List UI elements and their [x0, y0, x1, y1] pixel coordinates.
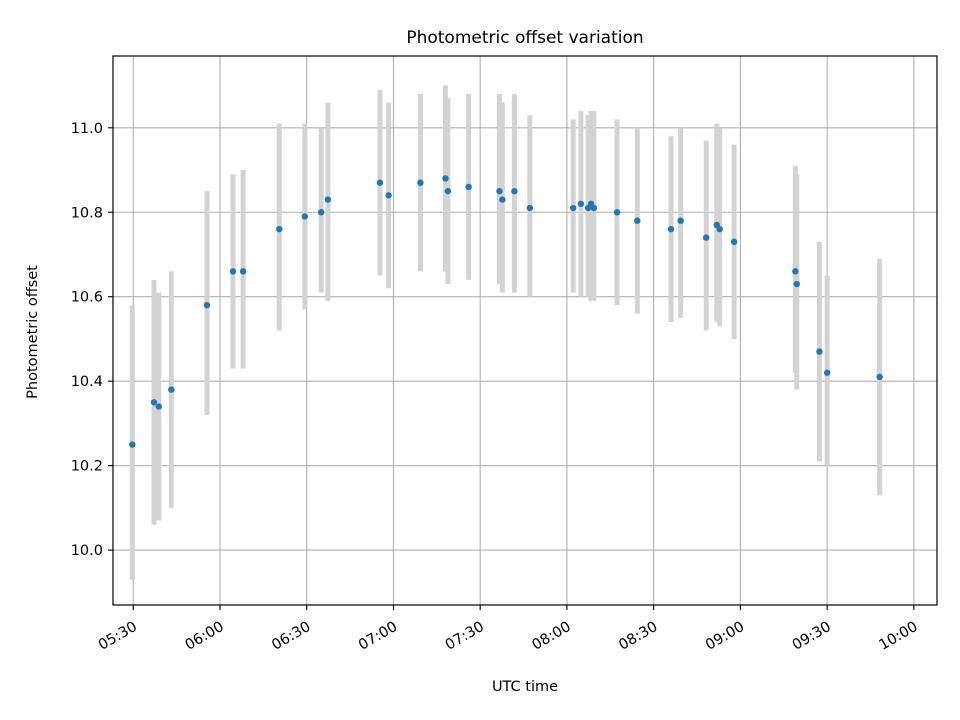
data-point	[301, 213, 308, 220]
data-point	[239, 268, 247, 275]
data-point	[499, 196, 506, 203]
grid-lines	[113, 56, 937, 605]
data-point	[613, 209, 621, 216]
data-point	[511, 187, 518, 195]
x-tick-label: 07:00	[356, 619, 400, 654]
x-axis-label: UTC time	[492, 679, 558, 695]
y-tick-label: 10.8	[71, 205, 103, 221]
x-tick-label: 05:30	[96, 619, 140, 654]
data-point	[667, 225, 675, 233]
data-point	[526, 204, 534, 212]
plot-frame	[112, 55, 938, 606]
y-axis-label: Photometric offset	[25, 265, 41, 399]
data-point	[677, 217, 684, 224]
data-point	[385, 192, 392, 199]
x-tick-label: 09:30	[790, 619, 834, 654]
data-point	[634, 217, 641, 224]
x-tick-label: 08:30	[616, 619, 660, 654]
data-point	[229, 268, 237, 275]
data-point	[276, 225, 283, 233]
data-point	[716, 225, 723, 233]
data-point	[317, 209, 325, 216]
data-point	[129, 441, 136, 448]
y-tick-label: 10.2	[71, 459, 103, 475]
data-point	[876, 373, 883, 381]
x-tick-label: 07:30	[443, 619, 487, 654]
data-point	[417, 179, 424, 186]
data-point	[793, 280, 800, 288]
data-point	[816, 348, 823, 355]
data-point	[569, 204, 577, 212]
chart-title: Photometric offset variation	[406, 28, 643, 48]
x-tick-label: 06:00	[183, 619, 227, 654]
data-point	[150, 399, 158, 406]
y-tick-label: 10.4	[71, 374, 103, 390]
x-tick-label: 08:00	[530, 619, 574, 654]
data-point	[444, 187, 452, 195]
error-bars	[129, 85, 883, 580]
x-tick-label: 06:30	[269, 619, 313, 654]
data-point	[155, 403, 162, 410]
data-point	[823, 369, 831, 376]
y-tick-label: 11.0	[71, 121, 103, 137]
data-point	[442, 175, 449, 182]
data-point	[702, 234, 710, 241]
data-point	[792, 268, 799, 275]
data-point	[376, 179, 384, 186]
data-point	[730, 238, 738, 246]
y-tick-label: 10.0	[71, 543, 103, 559]
y-tick-label: 10.6	[71, 290, 103, 306]
data-point	[496, 187, 503, 195]
data-point	[203, 301, 211, 309]
data-points	[129, 175, 883, 448]
data-point	[324, 196, 332, 203]
x-tick-label: 10:00	[876, 619, 920, 654]
data-point	[465, 183, 472, 191]
data-point	[168, 386, 175, 393]
data-point	[577, 200, 585, 208]
data-point	[590, 204, 598, 212]
x-tick-label: 09:00	[703, 619, 747, 654]
